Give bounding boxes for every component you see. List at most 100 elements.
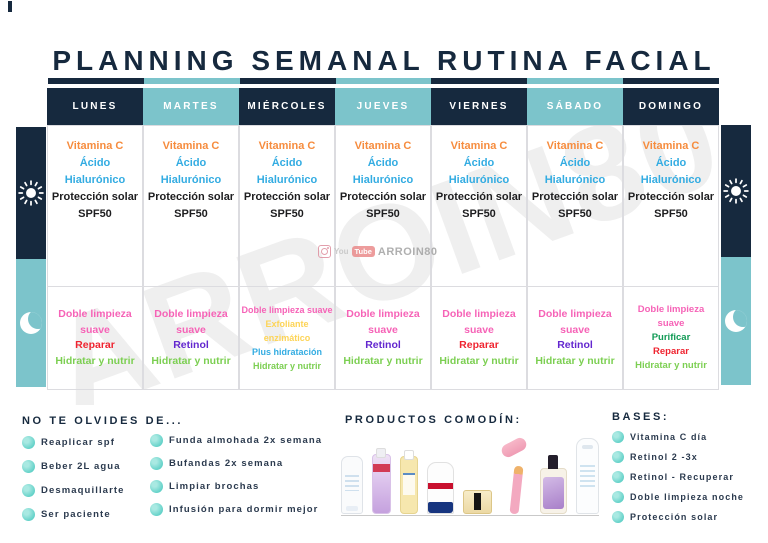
bullet-icon xyxy=(612,511,624,523)
day-header: SÁBADO xyxy=(527,88,623,125)
list-item: Desmaquillarte xyxy=(22,484,125,497)
routine-item: Vitamina C xyxy=(354,140,412,152)
day-header: LUNES xyxy=(47,88,143,125)
morning-cell: Vitamina C Ácido Hialurónico Protección so… xyxy=(239,125,335,287)
list-item: Retinol 2 -3x xyxy=(612,451,744,463)
day-header: VIERNES xyxy=(431,88,527,125)
list-item: Protección solar xyxy=(612,511,744,523)
routine-item: Ácido Hialurónico xyxy=(256,157,318,186)
day-column: DOMINGO Vitamina C Ácido Hialurónico Prote… xyxy=(623,88,719,390)
day-column: JUEVES Vitamina C Ácido Hialurónico Protec… xyxy=(335,88,431,390)
routine-item: Doble limpieza suave xyxy=(241,305,333,315)
sun-icon xyxy=(723,178,749,204)
list-item: Beber 2L agua xyxy=(22,460,125,473)
routine-item: Doble limpieza suave xyxy=(538,308,612,336)
bullet-icon xyxy=(150,480,163,493)
sun-icon xyxy=(18,180,44,206)
day-header: DOMINGO xyxy=(623,88,719,125)
products-shelf xyxy=(341,430,599,516)
aquaphor-tube xyxy=(427,462,454,514)
list-item-label: Infusión para dormir mejor xyxy=(169,504,319,515)
day-column: LUNES Vitamina C Ácido Hialurónico Protecc… xyxy=(47,88,143,390)
routine-item: Retinol xyxy=(557,339,593,351)
bases-list: Vitamina C día Retinol 2 -3x Retinol - R… xyxy=(612,431,744,523)
routine-item: Retinol xyxy=(173,339,209,351)
morning-strip xyxy=(16,127,46,259)
routine-item: Doble limpieza suave xyxy=(58,308,132,336)
right-strip xyxy=(721,125,751,385)
youtube-tube-badge: Tube xyxy=(351,246,375,257)
left-strip xyxy=(16,127,46,387)
list-item-label: Bufandas 2x semana xyxy=(169,458,284,469)
routine-item: Hidratar y nutrir xyxy=(343,354,423,367)
reminders-list-2: Funda almohada 2x semana Bufandas 2x sem… xyxy=(150,434,322,516)
routine-item: Exfoliante enzimático xyxy=(263,319,311,343)
routine-item: Protección solar SPF50 xyxy=(339,191,427,220)
routine-item: Ácido Hialurónico xyxy=(352,157,414,186)
list-item: Ser paciente xyxy=(22,508,125,521)
bullet-icon xyxy=(22,508,35,521)
evening-strip xyxy=(16,259,46,387)
evening-cell: Doble limpieza suave Purificar Reparar Hidr… xyxy=(623,286,719,390)
bullet-icon xyxy=(22,484,35,497)
evening-cell: Doble limpieza suave Exfoliante enzimátic… xyxy=(239,286,335,390)
bullet-icon xyxy=(150,503,163,516)
routine-item: Doble limpieza suave xyxy=(154,308,228,336)
routine-item: Ácido Hialurónico xyxy=(448,157,510,186)
day-label: JUEVES xyxy=(356,101,410,112)
bullet-icon xyxy=(22,436,35,449)
bullet-icon xyxy=(22,460,35,473)
day-header: MARTES xyxy=(143,88,239,125)
routine-item: Protección solar SPF50 xyxy=(531,191,619,220)
routine-item: Protección solar SPF50 xyxy=(627,191,715,220)
morning-cell: Vitamina C Ácido Hialurónico Protección so… xyxy=(47,125,143,287)
list-item-label: Funda almohada 2x semana xyxy=(169,435,323,446)
list-item-label: Limpiar brochas xyxy=(169,481,260,492)
day-column: SÁBADO Vitamina C Ácido Hialurónico Protec… xyxy=(527,88,623,390)
day-column: MARTES Vitamina C Ácido Hialurónico Protec… xyxy=(143,88,239,390)
instagram-icon xyxy=(318,245,331,258)
bullet-icon xyxy=(612,491,624,503)
week-table: LUNES Vitamina C Ácido Hialurónico Protecc… xyxy=(47,88,719,390)
day-label: VIERNES xyxy=(449,101,509,112)
morning-cell: Vitamina C Ácido Hialurónico Protección so… xyxy=(431,125,527,287)
evening-cell: Doble limpieza suave Retinol Hidratar y nu… xyxy=(527,286,623,390)
youtube-you-label: You xyxy=(334,247,349,256)
routine-item: Hidratar y nutrir xyxy=(439,354,519,367)
routine-item: Ácido Hialurónico xyxy=(160,157,222,186)
routine-item: Hidratar y nutrir xyxy=(151,354,231,367)
list-item-label: Reaplicar spf xyxy=(41,437,115,448)
routine-item: Doble limpieza suave xyxy=(346,308,420,336)
underline-segment xyxy=(239,78,336,84)
routine-item: Ácido Hialurónico xyxy=(640,157,702,186)
bullet-icon xyxy=(612,471,624,483)
routine-item: Protección solar SPF50 xyxy=(51,191,139,220)
channel-handle: ARROIN80 xyxy=(377,245,438,258)
list-item: Retinol - Recuperar xyxy=(612,471,744,483)
bullet-icon xyxy=(150,457,163,470)
list-item-label: Ser paciente xyxy=(41,509,111,520)
jade-roller xyxy=(501,438,531,514)
routine-item: Hidratar y nutrir xyxy=(55,354,135,367)
morning-strip xyxy=(721,125,751,257)
list-item: Limpiar brochas xyxy=(150,480,322,493)
underline-segment xyxy=(335,78,432,84)
routine-item: Ácido Hialurónico xyxy=(544,157,606,186)
routine-item: Doble limpieza suave xyxy=(637,304,705,329)
routine-item: Protección solar SPF50 xyxy=(243,191,331,220)
routine-item: Plus hidratación xyxy=(251,347,322,357)
day-header: JUEVES xyxy=(335,88,431,125)
thermal-water-spray xyxy=(576,438,599,514)
routine-item: Reparar xyxy=(459,339,499,351)
title-underline xyxy=(48,78,720,84)
day-label: MIÉRCOLES xyxy=(247,101,327,112)
list-item-label: Vitamina C día xyxy=(630,432,708,442)
morning-cell: Vitamina C Ácido Hialurónico Protección so… xyxy=(143,125,239,287)
list-item-label: Beber 2L agua xyxy=(41,461,121,472)
day-column: MIÉRCOLES Vitamina C Ácido Hialurónico Pro… xyxy=(239,88,335,390)
evening-cell: Doble limpieza suave Reparar Hidratar y nu… xyxy=(47,286,143,390)
routine-item: Purificar xyxy=(651,332,691,343)
routine-item: Hidratar y nutrir xyxy=(535,354,615,367)
page-title: PLANNING SEMANAL RUTINA FACIAL xyxy=(52,44,716,76)
evening-cell: Doble limpieza suave Retinol Hidratar y nu… xyxy=(143,286,239,390)
